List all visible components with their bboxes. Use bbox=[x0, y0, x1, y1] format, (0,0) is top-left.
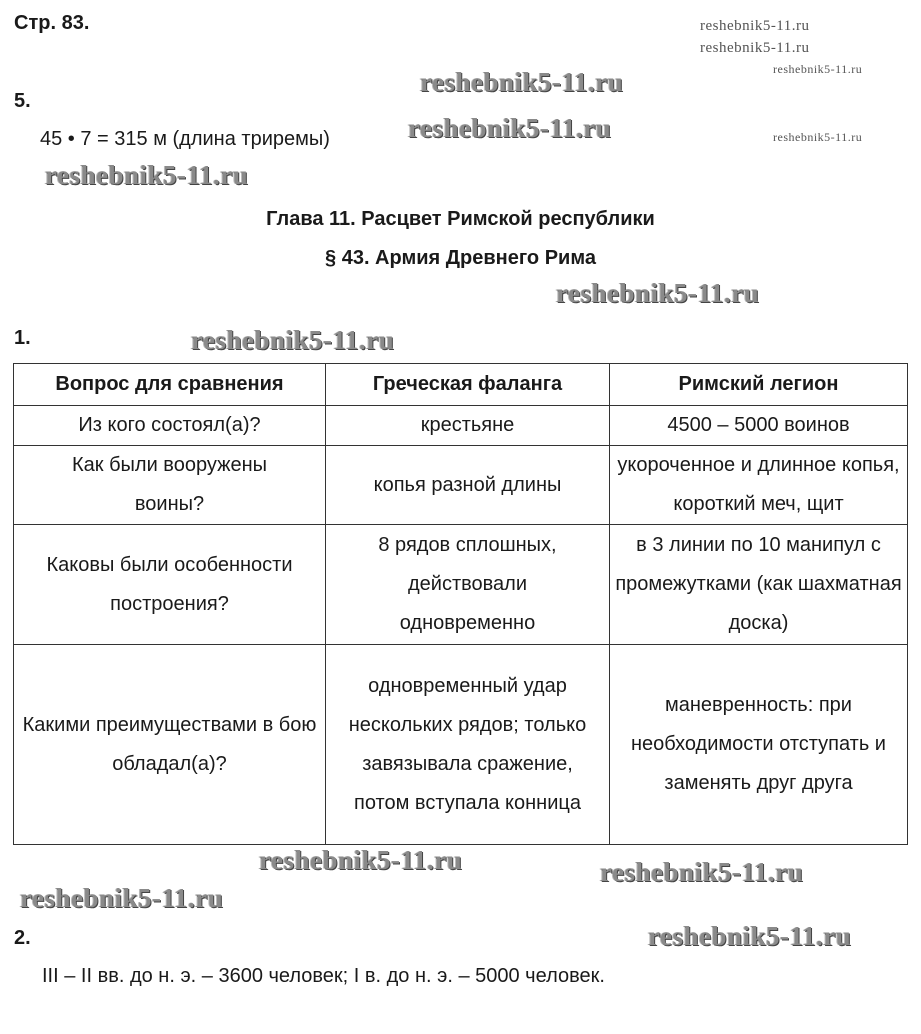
section-title: § 43. Армия Древнего Рима bbox=[325, 247, 596, 269]
table-row: Каковы были особенности построения? 8 ря… bbox=[13, 524, 908, 645]
table-cell: Какими преимуществами в бою обладал(а)? bbox=[13, 644, 326, 845]
table-row: Как были вооружены воины? копья разной д… bbox=[13, 445, 908, 525]
table-cell: одновременный удар нескольких рядов; тол… bbox=[325, 644, 610, 845]
watermark: reshebnik5-11.ru bbox=[191, 325, 395, 355]
table-cell: Каковы были особенности построения? bbox=[13, 524, 326, 645]
table-row: Из кого состоял(а)? крестьяне 4500 – 500… bbox=[13, 405, 908, 446]
watermark: reshebnik5-11.ru bbox=[259, 845, 463, 875]
header-cell: Вопрос для сравнения bbox=[13, 363, 326, 406]
chapter-title: Глава 11. Расцвет Римской республики bbox=[266, 208, 655, 230]
watermark: reshebnik5-11.ru bbox=[45, 160, 249, 190]
table-cell: Из кого состоял(а)? bbox=[13, 405, 326, 446]
task-5-number: 5. bbox=[14, 90, 31, 112]
task-2-answer: III – II вв. до н. э. – 3600 человек; I … bbox=[42, 965, 605, 987]
watermark: reshebnik5-11.ru bbox=[20, 883, 224, 913]
table-cell: крестьяне bbox=[325, 405, 610, 446]
table-cell: копья разной длины bbox=[325, 445, 610, 525]
comparison-table: Вопрос для сравнения Греческая фаланга Р… bbox=[13, 363, 908, 845]
watermark: reshebnik5-11.ru bbox=[556, 278, 760, 308]
watermark: reshebnik5-11.ru bbox=[773, 62, 863, 76]
table-cell: 8 рядов сплошных, действовали одновремен… bbox=[325, 524, 610, 645]
watermark: reshebnik5-11.ru bbox=[773, 130, 863, 144]
task-1-number: 1. bbox=[14, 327, 31, 349]
watermark: reshebnik5-11.ru bbox=[648, 921, 852, 951]
watermark: reshebnik5-11.ru bbox=[408, 113, 612, 143]
watermark: reshebnik5-11.ru bbox=[700, 18, 810, 34]
table-cell: маневренность: при необходимости отступа… bbox=[609, 644, 908, 845]
table-cell: укороченное и длинное копья, короткий ме… bbox=[609, 445, 908, 525]
page-label: Стр. 83. bbox=[14, 12, 90, 34]
watermark: reshebnik5-11.ru bbox=[600, 857, 804, 887]
table-header-row: Вопрос для сравнения Греческая фаланга Р… bbox=[13, 363, 908, 406]
table-cell: в 3 линии по 10 манипул с промежутками (… bbox=[609, 524, 908, 645]
table-cell: Как были вооружены воины? bbox=[13, 445, 326, 525]
task-2-number: 2. bbox=[14, 927, 31, 949]
task-5-answer: 45 • 7 = 315 м (длина триремы) bbox=[40, 128, 330, 150]
watermark: reshebnik5-11.ru bbox=[700, 40, 810, 56]
header-cell: Греческая фаланга bbox=[325, 363, 610, 406]
header-cell: Римский легион bbox=[609, 363, 908, 406]
watermark: reshebnik5-11.ru bbox=[420, 67, 624, 97]
table-row: Какими преимуществами в бою обладал(а)? … bbox=[13, 644, 908, 845]
table-cell: 4500 – 5000 воинов bbox=[609, 405, 908, 446]
